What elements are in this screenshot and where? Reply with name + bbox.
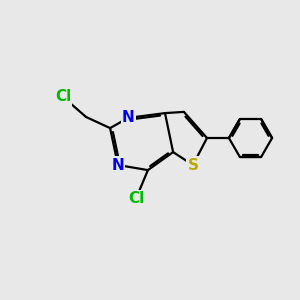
Text: N: N (122, 110, 134, 125)
Text: Cl: Cl (128, 191, 144, 206)
Text: Cl: Cl (55, 89, 71, 104)
Text: N: N (112, 158, 124, 172)
Text: S: S (188, 158, 198, 172)
